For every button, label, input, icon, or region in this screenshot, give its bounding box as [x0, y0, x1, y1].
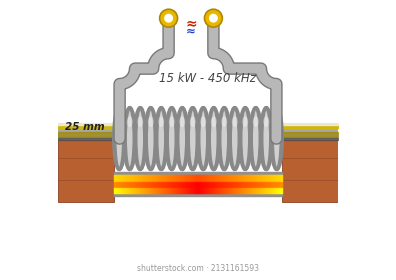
Ellipse shape — [135, 108, 146, 169]
Ellipse shape — [211, 116, 217, 127]
Ellipse shape — [144, 135, 147, 141]
Ellipse shape — [261, 108, 272, 169]
Ellipse shape — [166, 108, 177, 169]
Ellipse shape — [178, 108, 187, 169]
Ellipse shape — [115, 108, 124, 169]
Ellipse shape — [127, 116, 133, 127]
Ellipse shape — [209, 108, 218, 169]
Ellipse shape — [157, 108, 166, 169]
Ellipse shape — [221, 116, 227, 127]
Ellipse shape — [274, 116, 280, 127]
Ellipse shape — [116, 116, 122, 127]
Bar — [282, 140, 338, 202]
Ellipse shape — [154, 135, 158, 141]
Ellipse shape — [198, 108, 209, 169]
Ellipse shape — [271, 108, 282, 169]
Ellipse shape — [145, 108, 156, 169]
Ellipse shape — [257, 132, 265, 144]
Ellipse shape — [190, 116, 196, 127]
Ellipse shape — [217, 135, 221, 141]
Ellipse shape — [136, 108, 145, 169]
Ellipse shape — [152, 132, 160, 144]
Ellipse shape — [272, 108, 281, 169]
Ellipse shape — [262, 108, 270, 169]
Bar — [58, 123, 338, 140]
Ellipse shape — [219, 108, 230, 169]
Ellipse shape — [148, 116, 154, 127]
Ellipse shape — [259, 135, 263, 141]
Ellipse shape — [253, 116, 259, 127]
Circle shape — [160, 9, 177, 27]
Ellipse shape — [175, 135, 179, 141]
Circle shape — [204, 9, 223, 27]
Ellipse shape — [124, 108, 135, 169]
Bar — [58, 140, 114, 202]
Ellipse shape — [230, 108, 239, 169]
Ellipse shape — [268, 132, 275, 144]
Ellipse shape — [147, 108, 155, 169]
Ellipse shape — [226, 132, 233, 144]
Ellipse shape — [200, 116, 206, 127]
Ellipse shape — [188, 108, 197, 169]
Ellipse shape — [121, 132, 128, 144]
Text: shutterstock.com · 2131161593: shutterstock.com · 2131161593 — [137, 264, 259, 273]
Ellipse shape — [184, 132, 191, 144]
Ellipse shape — [229, 108, 240, 169]
Ellipse shape — [220, 108, 228, 169]
Ellipse shape — [247, 132, 254, 144]
Ellipse shape — [250, 108, 261, 169]
Circle shape — [164, 14, 173, 23]
Ellipse shape — [215, 132, 223, 144]
Ellipse shape — [238, 135, 242, 141]
Ellipse shape — [249, 135, 252, 141]
Ellipse shape — [177, 108, 188, 169]
Ellipse shape — [236, 132, 244, 144]
Ellipse shape — [207, 135, 210, 141]
Ellipse shape — [179, 116, 185, 127]
Text: ≈: ≈ — [185, 16, 197, 30]
Ellipse shape — [137, 116, 143, 127]
Ellipse shape — [156, 108, 167, 169]
Ellipse shape — [232, 116, 238, 127]
Ellipse shape — [168, 108, 176, 169]
Ellipse shape — [158, 116, 164, 127]
Ellipse shape — [142, 132, 149, 144]
Text: 15 kW - 450 kHz: 15 kW - 450 kHz — [159, 72, 256, 85]
Ellipse shape — [240, 108, 251, 169]
Ellipse shape — [228, 135, 231, 141]
Ellipse shape — [199, 108, 208, 169]
Circle shape — [209, 14, 218, 23]
Text: ≈: ≈ — [186, 25, 196, 38]
Ellipse shape — [169, 116, 175, 127]
Ellipse shape — [263, 116, 269, 127]
Ellipse shape — [187, 108, 198, 169]
Ellipse shape — [163, 132, 170, 144]
Ellipse shape — [186, 135, 189, 141]
Ellipse shape — [173, 132, 181, 144]
Ellipse shape — [251, 108, 260, 169]
Ellipse shape — [242, 116, 248, 127]
Ellipse shape — [270, 135, 273, 141]
Ellipse shape — [205, 132, 212, 144]
Text: 25 mm: 25 mm — [65, 122, 105, 132]
Ellipse shape — [131, 132, 139, 144]
Ellipse shape — [241, 108, 249, 169]
Ellipse shape — [196, 135, 200, 141]
Ellipse shape — [123, 135, 126, 141]
Ellipse shape — [194, 132, 202, 144]
Ellipse shape — [126, 108, 134, 169]
Ellipse shape — [165, 135, 168, 141]
Ellipse shape — [114, 108, 125, 169]
Ellipse shape — [208, 108, 219, 169]
Ellipse shape — [133, 135, 137, 141]
